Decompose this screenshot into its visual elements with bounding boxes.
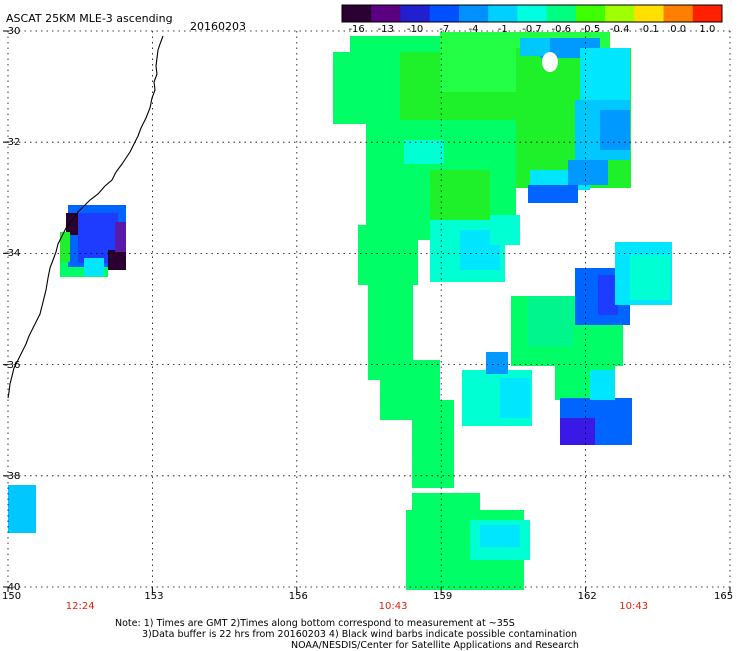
colorbar-segment [458, 5, 489, 22]
grid-lines [3, 30, 731, 592]
colorbar-tick-label: 0.0 [670, 24, 687, 35]
footer-note-line2: 3)Data buffer is 22 hrs from 20160203 4)… [142, 629, 578, 640]
east-patch-cell [560, 418, 595, 445]
y-tick-label: -40 [4, 582, 21, 593]
central-swath-cell [528, 185, 578, 203]
x-tick-label: 156 [288, 591, 308, 602]
coastal-patch-cell [115, 222, 126, 252]
colorbar-tick-label: -0.6 [551, 24, 571, 35]
colorbar-segment [575, 5, 606, 22]
east-patch-cell [528, 296, 573, 346]
coastline [7, 35, 164, 399]
east-patch-cell [598, 275, 618, 315]
colorbar-tick-label: -7 [439, 24, 450, 35]
colorbar-segment [605, 5, 635, 22]
colorbar-segment [400, 5, 431, 22]
coastal-patch-cell [60, 232, 70, 262]
y-tick-label: -36 [4, 359, 21, 371]
y-tick-label: -32 [4, 137, 21, 149]
colorbar-tick-label: -13 [377, 24, 395, 35]
colorbar-tick-label: -4 [468, 24, 479, 35]
footer-credit: NOAA/NESDIS/Center for Satellite Applica… [291, 640, 579, 651]
data-cells [8, 32, 672, 590]
colorbar-tick-label: -0.4 [609, 24, 630, 35]
colorbar [341, 4, 723, 23]
central-swath-cell [350, 36, 450, 54]
colorbar-tick-label: -0.7 [522, 24, 542, 35]
colorbar-segment [342, 5, 372, 22]
coastal-patch-cell [108, 250, 126, 270]
y-tick-label: -38 [4, 470, 21, 482]
coastal-patch-cell [84, 258, 104, 276]
colorbar-segment [692, 5, 723, 22]
no-data-gap [542, 52, 558, 72]
central-swath-cell [600, 110, 630, 150]
footer-note-line1: Note: 1) Times are GMT 2)Times along bot… [115, 618, 515, 629]
pass-time-label: 10:43 [619, 601, 649, 612]
colorbar-tick-label: -10 [406, 24, 424, 35]
colorbar-tick-label: 1.0 [699, 24, 716, 35]
east-patch-cell [486, 352, 508, 374]
colorbar-tick-label: -16 [348, 24, 365, 35]
east-patch-cell [500, 378, 530, 418]
central-swath-cell [580, 48, 630, 100]
map-title: ASCAT 25KM MLE-3 ascending [6, 12, 173, 25]
colorbar-segment [517, 5, 548, 22]
colorbar-segment [371, 5, 401, 22]
colorbar-segment [546, 5, 577, 22]
east-patch-cell [630, 255, 670, 300]
pass-time-label: 12:24 [65, 601, 95, 612]
east-patch-cell [590, 370, 615, 400]
x-tick-label: 165 [714, 591, 734, 602]
x-tick-label: 153 [144, 591, 164, 602]
coastal-patch-cell [66, 213, 78, 235]
central-swath-cell [404, 140, 444, 164]
colorbar-segment [634, 5, 665, 22]
pass-time-label: 10:43 [378, 601, 408, 612]
colorbar-tick-label: -1 [497, 24, 508, 35]
central-swath-cell [412, 400, 454, 488]
map-date: 20160203 [190, 20, 246, 33]
central-swath-cell [490, 215, 520, 245]
colorbar-tick-label: -0.1 [639, 24, 659, 35]
y-tick-label: -34 [4, 248, 21, 260]
bottom-swath-cell [480, 525, 520, 547]
x-tick-label: 150 [2, 591, 22, 602]
colorbar-tick-label: -0.5 [580, 24, 601, 35]
colorbar-segment [429, 5, 460, 22]
y-tick-label: -30 [4, 26, 21, 37]
offshore-patch-cell [8, 485, 36, 533]
colorbar-frame [341, 4, 723, 23]
central-swath-cell [520, 38, 550, 56]
colorbar-segment [663, 5, 694, 22]
colorbar-segment [488, 5, 518, 22]
x-tick-label: 159 [433, 591, 453, 602]
x-tick-label: 162 [577, 591, 597, 602]
central-swath-cell [568, 160, 608, 185]
